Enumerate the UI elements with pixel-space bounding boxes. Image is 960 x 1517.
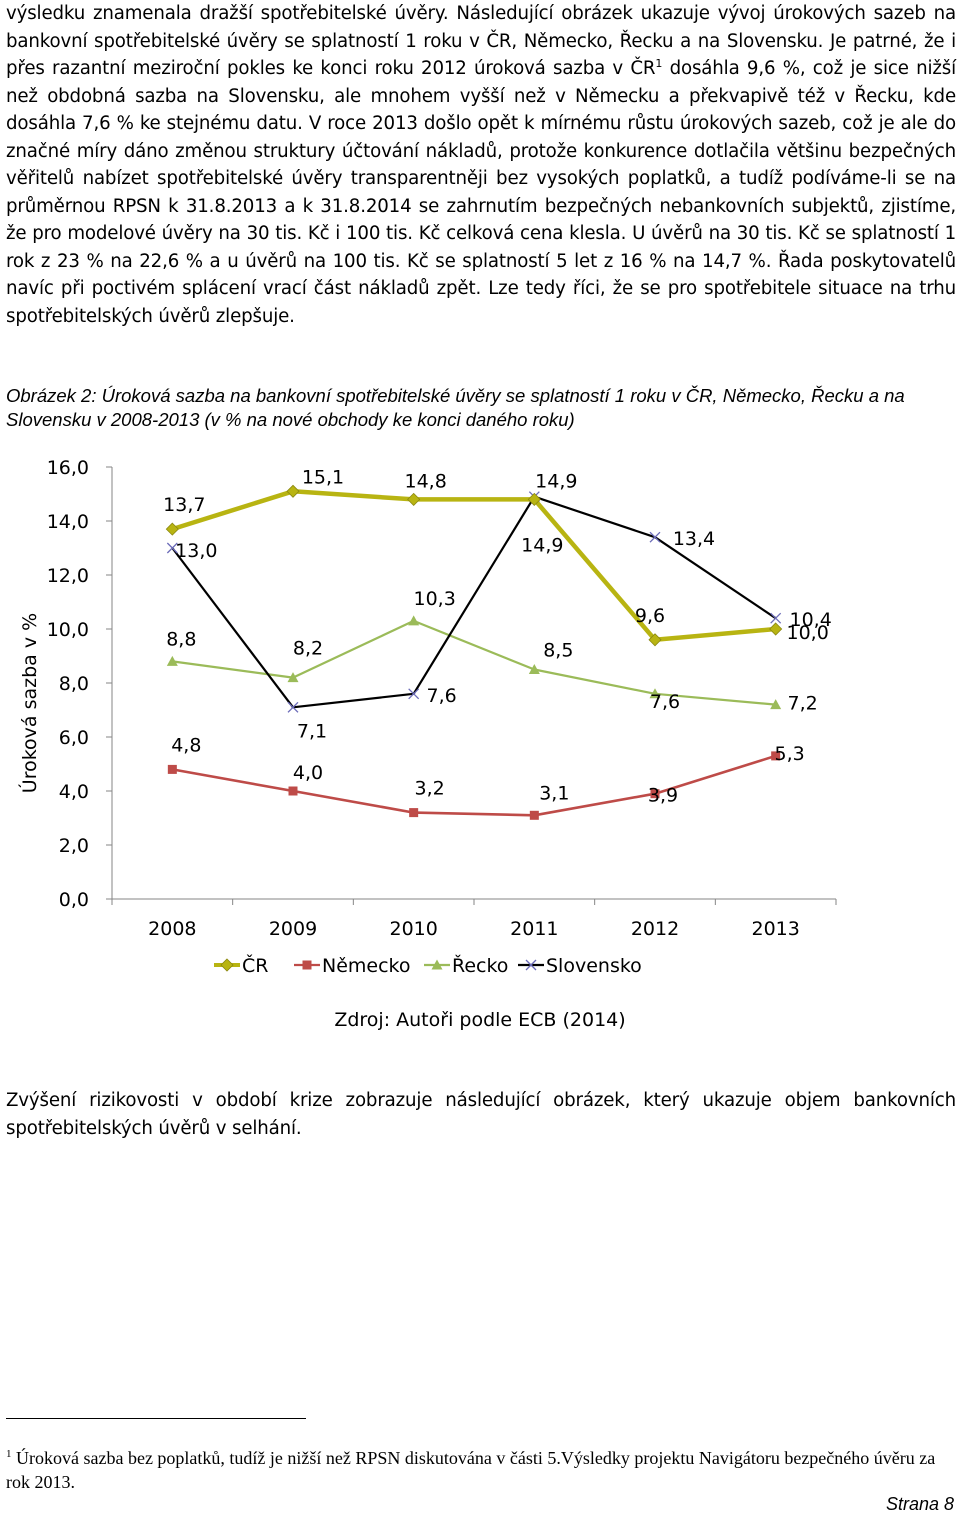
data-label: 3,1 bbox=[539, 782, 569, 804]
x-tick-label: 2009 bbox=[269, 918, 317, 940]
y-tick-label: 12,0 bbox=[47, 565, 89, 587]
data-label: 14,9 bbox=[521, 535, 563, 557]
legend-swatch-marker bbox=[525, 959, 537, 971]
data-point bbox=[167, 764, 177, 774]
intro-paragraph: výsledku znamenala dražší spotřebitelské… bbox=[6, 0, 956, 330]
intro-text-part1: výsledku znamenala dražší spotřebitelské… bbox=[6, 3, 956, 79]
series-line bbox=[171, 495, 777, 709]
legend-swatch-marker bbox=[220, 958, 234, 972]
data-point bbox=[166, 542, 178, 554]
series-line bbox=[172, 754, 777, 817]
data-point bbox=[286, 484, 300, 498]
following-paragraph: Zvýšení rizikovosti v období krize zobra… bbox=[6, 1090, 956, 1139]
data-point bbox=[407, 492, 421, 506]
legend-item: Slovensko bbox=[518, 955, 642, 977]
legend-label: ČR bbox=[242, 953, 268, 977]
x-tick-label: 2011 bbox=[510, 918, 558, 940]
x-tick-label: 2013 bbox=[751, 918, 799, 940]
chart-data-labels: 13,7 15,1 14,8 14,9 9,6 10,0 4,8 4,0 3,2 3,1 3,9 5,… bbox=[163, 466, 832, 806]
data-label: 4,8 bbox=[171, 734, 201, 756]
data-point bbox=[770, 612, 782, 624]
data-label: 8,5 bbox=[543, 640, 573, 662]
legend-label: Řecko bbox=[452, 954, 508, 977]
data-label: 4,0 bbox=[293, 762, 323, 784]
data-label: 7,1 bbox=[297, 720, 327, 742]
figure-caption: Obrázek 2: Úroková sazba na bankovní spo… bbox=[6, 385, 905, 430]
page-number: Strana 8 bbox=[885, 1494, 954, 1514]
data-point bbox=[409, 808, 419, 818]
intro-text-part2: dosáhla 9,6 %, což je sice nižší než obd… bbox=[6, 58, 956, 327]
y-tick-label: 10,0 bbox=[47, 619, 89, 641]
y-tick-label: 14,0 bbox=[47, 511, 89, 533]
y-tick-label: 0,0 bbox=[59, 889, 89, 911]
legend-label: Německo bbox=[322, 955, 411, 977]
legend-label: Slovensko bbox=[546, 955, 642, 977]
data-point bbox=[527, 492, 541, 506]
x-tick-label: 2008 bbox=[148, 918, 196, 940]
data-label: 5,3 bbox=[775, 743, 805, 765]
data-label: 14,9 bbox=[535, 470, 577, 492]
data-label: 7,6 bbox=[427, 685, 457, 707]
x-tick-label: 2010 bbox=[389, 918, 437, 940]
y-tick-label: 4,0 bbox=[59, 781, 89, 803]
series-line bbox=[171, 489, 776, 643]
footnote-separator bbox=[6, 1418, 306, 1419]
legend-item: Řecko bbox=[424, 954, 508, 977]
data-point bbox=[649, 688, 661, 699]
data-point bbox=[648, 633, 662, 647]
data-point bbox=[770, 699, 782, 710]
data-label: 9,6 bbox=[635, 605, 665, 627]
series-line bbox=[172, 619, 776, 706]
data-label: 13,7 bbox=[163, 494, 205, 516]
y-tick-label: 6,0 bbox=[59, 727, 89, 749]
legend-swatch-marker bbox=[431, 959, 443, 970]
data-label: 10,0 bbox=[787, 622, 829, 644]
footnote-reference[interactable]: 1 bbox=[655, 56, 663, 70]
y-axis-label: Úroková sazba v % bbox=[17, 613, 41, 793]
data-label: 7,6 bbox=[650, 691, 680, 713]
data-point bbox=[769, 622, 783, 636]
data-label: 14,8 bbox=[405, 470, 447, 492]
data-label: 3,2 bbox=[415, 778, 445, 800]
data-point bbox=[649, 531, 661, 543]
chart-series bbox=[165, 484, 783, 820]
y-tick-label: 8,0 bbox=[59, 673, 89, 695]
data-point bbox=[408, 688, 420, 700]
x-tick-label: 2012 bbox=[631, 918, 679, 940]
y-tick-label: 2,0 bbox=[59, 835, 89, 857]
footnote: 1 Úroková sazba bez poplatků, tudíž je n… bbox=[6, 1442, 956, 1494]
data-label: 15,1 bbox=[302, 466, 344, 488]
data-point bbox=[287, 701, 299, 713]
data-label: 13,0 bbox=[175, 540, 217, 562]
data-label: 8,2 bbox=[293, 638, 323, 660]
footnote-text: Úroková sazba bez poplatků, tudíž je niž… bbox=[6, 1448, 936, 1492]
data-point bbox=[529, 810, 539, 820]
data-point bbox=[288, 786, 298, 796]
data-point bbox=[166, 655, 178, 666]
data-label: 7,2 bbox=[788, 693, 818, 715]
data-label: 8,8 bbox=[166, 628, 196, 650]
data-point bbox=[165, 522, 179, 536]
y-tick-label: 16,0 bbox=[47, 457, 89, 479]
data-label: 3,9 bbox=[648, 785, 678, 807]
data-label: 10,3 bbox=[414, 588, 456, 610]
interest-rate-line-chart: 0,0 2,0 4,0 6,0 8,0 10,0 12,0 14,0 16,0 2008 2009 2… bbox=[17, 457, 837, 1031]
data-point bbox=[287, 672, 299, 683]
data-label: 13,4 bbox=[673, 528, 715, 550]
footnote-number: 1 bbox=[6, 1448, 12, 1460]
chart-source: Zdroj: Autoři podle ECB (2014) bbox=[334, 1009, 625, 1031]
data-point bbox=[650, 789, 660, 799]
legend-item: ČR bbox=[214, 953, 268, 977]
legend-swatch-marker bbox=[302, 960, 312, 970]
data-point bbox=[408, 615, 420, 626]
chart-legend: ČR Německo Řecko Slovensko bbox=[214, 953, 642, 977]
data-point bbox=[771, 751, 781, 761]
chart-axes: 0,0 2,0 4,0 6,0 8,0 10,0 12,0 14,0 16,0 2008 2009 2… bbox=[47, 457, 837, 940]
data-label: 10,4 bbox=[790, 609, 832, 631]
legend-item: Německo bbox=[294, 955, 411, 977]
data-point bbox=[528, 664, 540, 674]
